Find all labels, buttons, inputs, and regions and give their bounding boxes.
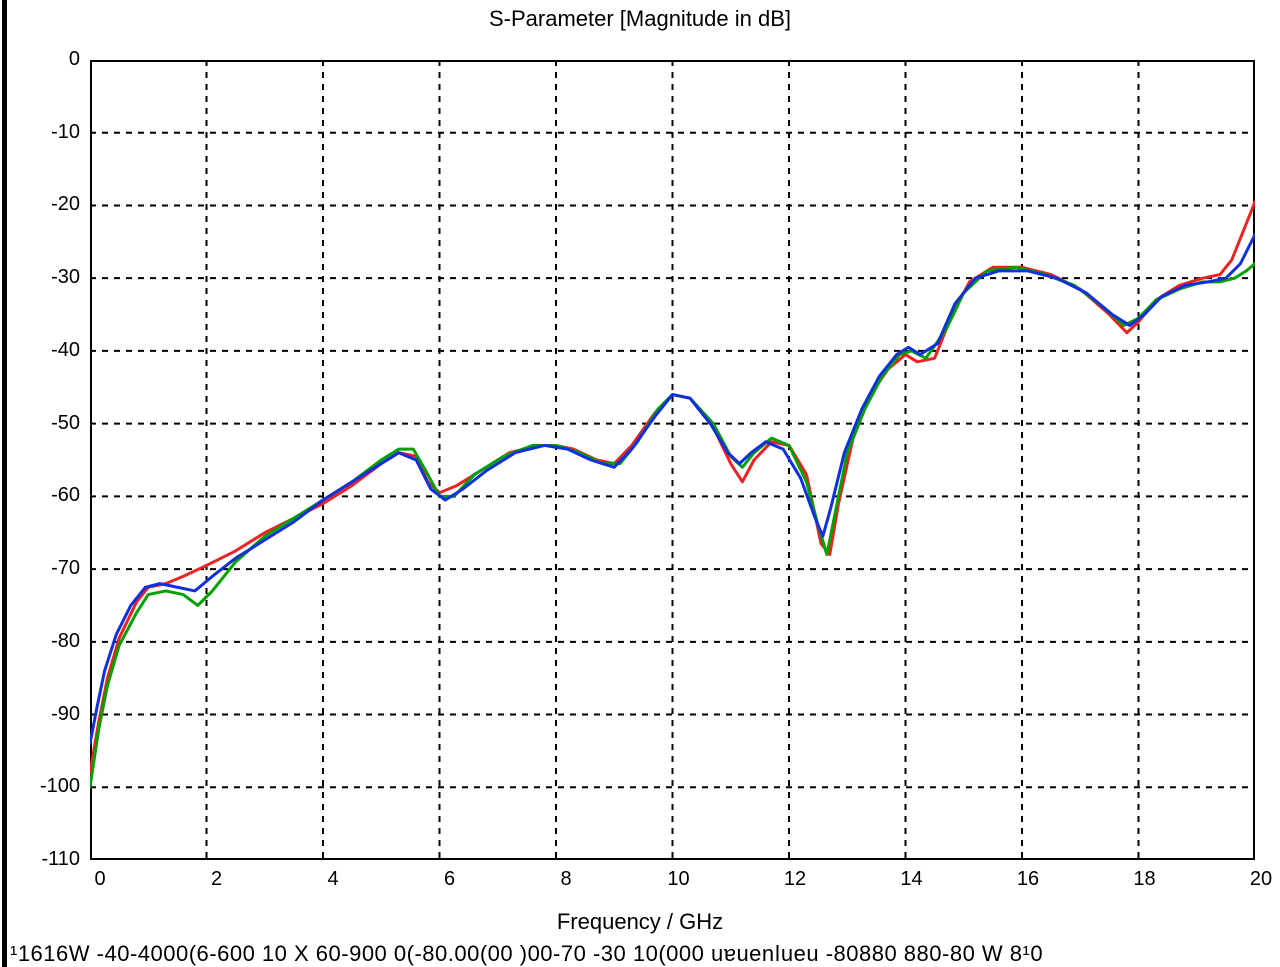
x-tick-label: 6	[430, 868, 470, 891]
x-tick-label: 12	[775, 868, 815, 891]
x-tick-label: 8	[546, 868, 586, 891]
plot-area	[90, 60, 1255, 860]
y-tick-label: -80	[51, 630, 80, 653]
plot-svg	[90, 60, 1255, 860]
x-tick-label: 18	[1125, 868, 1165, 891]
x-tick-label: 16	[1008, 868, 1048, 891]
y-tick-label: -60	[51, 484, 80, 507]
left-edge-bar	[2, 0, 7, 967]
y-tick-label: -30	[51, 266, 80, 289]
y-tick-label: -100	[40, 775, 80, 798]
garbled-footer-text: ¹1616W -40-4000(6-600 10 X 60-900 0(-80.…	[10, 941, 1280, 967]
y-tick-label: -10	[51, 121, 80, 144]
series-line	[90, 235, 1255, 744]
chart-title: S-Parameter [Magnitude in dB]	[0, 6, 1280, 32]
y-tick-label: -20	[51, 193, 80, 216]
x-tick-label: 20	[1241, 868, 1280, 891]
grid-lines	[90, 60, 1255, 860]
x-tick-label: 0	[80, 868, 120, 891]
x-tick-label: 10	[659, 868, 699, 891]
y-tick-label: -90	[51, 703, 80, 726]
y-tick-label: 0	[69, 48, 80, 71]
y-tick-label: -40	[51, 339, 80, 362]
x-tick-label: 4	[313, 868, 353, 891]
y-tick-label: -50	[51, 412, 80, 435]
x-axis-label: Frequency / GHz	[0, 909, 1280, 935]
y-tick-label: -70	[51, 557, 80, 580]
page-root: S-Parameter [Magnitude in dB] 0 -10 -20 -30…	[0, 0, 1280, 967]
x-tick-label: 14	[892, 868, 932, 891]
x-tick-label: 2	[197, 868, 237, 891]
y-tick-label: -110	[41, 848, 80, 871]
